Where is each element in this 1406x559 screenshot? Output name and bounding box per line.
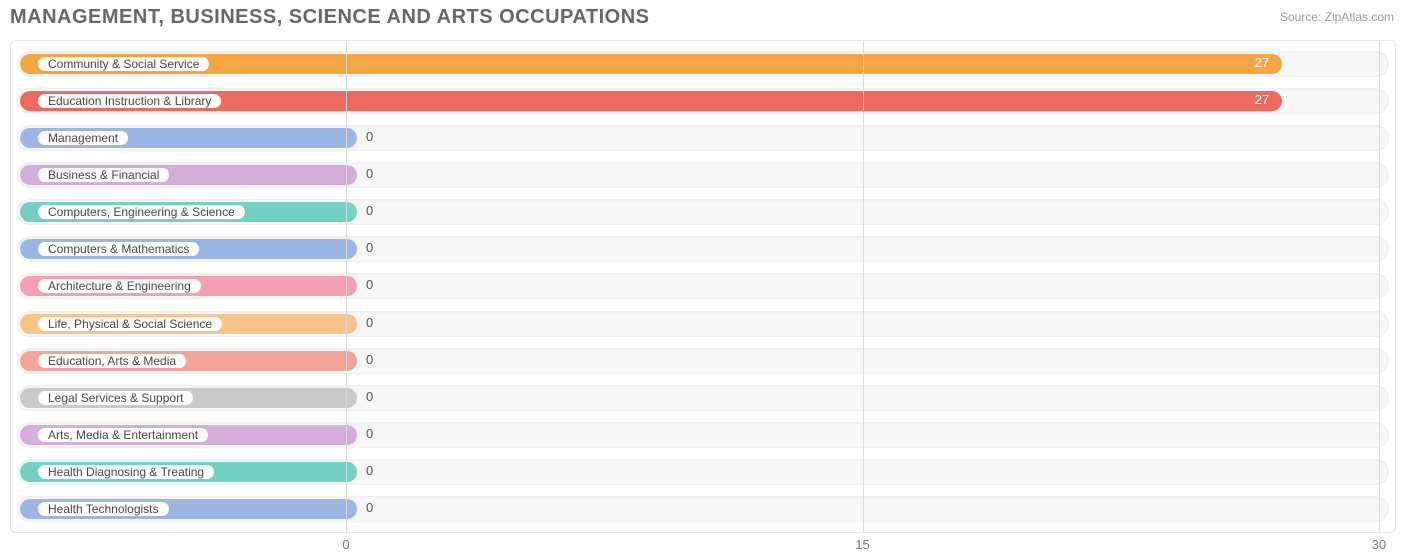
bar-value-label: 0 xyxy=(366,500,373,515)
category-label-pill: Health Diagnosing & Treating xyxy=(37,464,215,480)
bar-row: Business & Financial 0 xyxy=(17,160,1389,190)
category-label-pill: Legal Services & Support xyxy=(37,390,194,406)
bar-value-label: 0 xyxy=(366,166,373,181)
category-label-pill: Computers & Mathematics xyxy=(37,241,200,257)
bar-value-label: 0 xyxy=(366,426,373,441)
x-axis-labels: 0 15 30 xyxy=(10,537,1396,555)
bar-value-label: 0 xyxy=(366,277,373,292)
chart-title: MANAGEMENT, BUSINESS, SCIENCE AND ARTS O… xyxy=(10,6,649,29)
x-axis-tick: 15 xyxy=(855,537,869,552)
bar-value-label: 0 xyxy=(366,315,373,330)
bar-row: Health Diagnosing & Treating 0 xyxy=(17,457,1389,487)
source-site: ZipAtlas.com xyxy=(1325,10,1394,24)
category-label-pill: Computers, Engineering & Science xyxy=(37,204,246,220)
bar-row: Community & Social Service 27 xyxy=(17,49,1389,79)
x-axis-tick: 0 xyxy=(342,537,349,552)
bar-value-label: 0 xyxy=(366,463,373,478)
bar-value-label: 0 xyxy=(366,203,373,218)
category-label-pill: Education, Arts & Media xyxy=(37,353,187,369)
bar-row: Legal Services & Support 0 xyxy=(17,383,1389,413)
bar-value-label: 0 xyxy=(366,240,373,255)
bar-row: Computers, Engineering & Science 0 xyxy=(17,197,1389,227)
category-label-pill: Health Technologists xyxy=(37,501,170,517)
bar-row: Education, Arts & Media 0 xyxy=(17,346,1389,376)
bar-value-label: 0 xyxy=(366,129,373,144)
bar-row: Architecture & Engineering 0 xyxy=(17,271,1389,301)
chart-rows: Community & Social Service27Education In… xyxy=(17,49,1389,524)
category-label-pill: Management xyxy=(37,130,129,146)
bar-row: Arts, Media & Entertainment 0 xyxy=(17,420,1389,450)
grid-line xyxy=(346,41,347,532)
bar-row: Management 0 xyxy=(17,123,1389,153)
source-label: Source: xyxy=(1280,10,1321,24)
source-attribution: Source: ZipAtlas.com xyxy=(1280,10,1394,24)
bar-row: Education Instruction & Library 27 xyxy=(17,86,1389,116)
grid-line xyxy=(863,41,864,532)
bar-value-label: 27 xyxy=(1255,55,1269,70)
bar-value-label: 27 xyxy=(1255,92,1269,107)
x-axis-tick: 30 xyxy=(1372,537,1386,552)
category-label-pill: Architecture & Engineering xyxy=(37,278,202,294)
bar-value-label: 0 xyxy=(366,352,373,367)
category-label-pill: Business & Financial xyxy=(37,167,170,183)
chart-plot-area: Community & Social Service27Education In… xyxy=(10,40,1396,533)
category-label-pill: Life, Physical & Social Science xyxy=(37,316,223,332)
bar-row: Computers & Mathematics 0 xyxy=(17,234,1389,264)
category-label-pill: Community & Social Service xyxy=(37,56,210,72)
bar-row: Life, Physical & Social Science 0 xyxy=(17,309,1389,339)
grid-line xyxy=(1379,41,1380,532)
category-label-pill: Arts, Media & Entertainment xyxy=(37,427,209,443)
category-label-pill: Education Instruction & Library xyxy=(37,93,222,109)
chart-container: MANAGEMENT, BUSINESS, SCIENCE AND ARTS O… xyxy=(0,0,1406,559)
bar-value-label: 0 xyxy=(366,389,373,404)
bar-row: Health Technologists 0 xyxy=(17,494,1389,524)
